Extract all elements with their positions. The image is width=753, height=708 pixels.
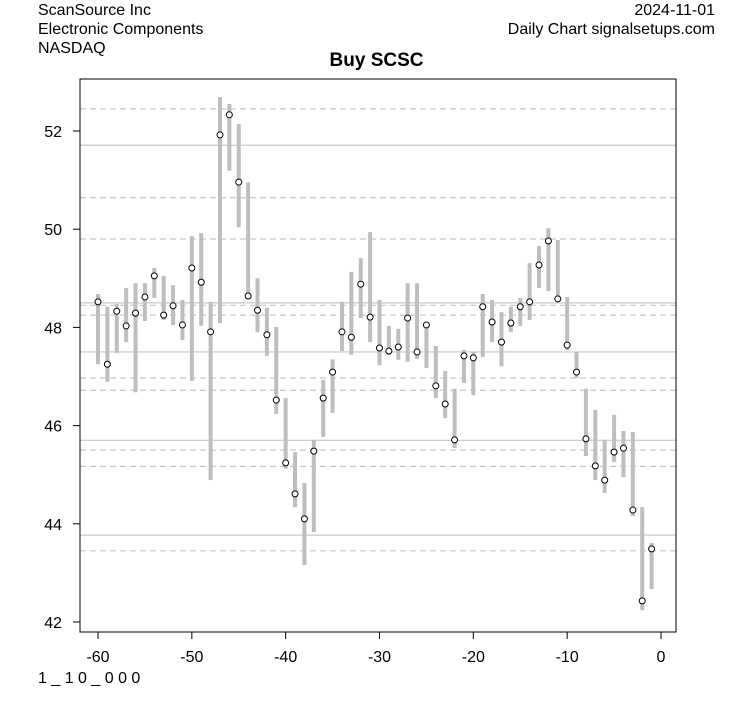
close-point: [479, 303, 487, 311]
close-point: [573, 368, 581, 376]
close-point: [132, 309, 140, 317]
close-point: [629, 506, 637, 514]
company-name: ScanSource Inc: [38, 2, 151, 19]
close-point: [432, 382, 440, 390]
close-point: [619, 444, 627, 452]
close-point: [563, 341, 571, 349]
x-tick-label: -50: [180, 649, 203, 666]
close-point: [272, 396, 280, 404]
close-point: [591, 462, 599, 470]
y-tick-label: 44: [44, 517, 62, 534]
close-point: [122, 322, 130, 330]
close-point: [535, 261, 543, 269]
close-point: [235, 178, 243, 186]
close-point: [254, 306, 262, 314]
plot-frame: [79, 78, 677, 633]
y-tick-label: 42: [44, 615, 62, 632]
close-point: [516, 303, 524, 311]
close-point: [469, 354, 477, 362]
close-point: [178, 321, 186, 329]
close-point: [376, 344, 383, 352]
close-point: [319, 394, 327, 402]
footer-code: 1 _ 1 0 _ 0 0 0: [38, 670, 141, 687]
close-point: [385, 347, 393, 355]
x-tick-label: -30: [368, 649, 391, 666]
x-tick-label: -10: [556, 649, 579, 666]
chart-title: Buy SCSC: [329, 50, 424, 71]
close-point: [282, 459, 290, 467]
close-point: [497, 338, 505, 346]
x-tick-label: -40: [274, 649, 297, 666]
y-tick-label: 50: [44, 222, 62, 239]
close-point: [357, 280, 365, 288]
close-point: [507, 319, 515, 327]
close-point: [197, 278, 205, 286]
close-point: [300, 515, 308, 523]
close-point: [216, 131, 224, 139]
close-point: [451, 436, 459, 444]
close-point: [94, 298, 102, 306]
close-point: [169, 302, 177, 310]
y-tick-label: 46: [44, 419, 62, 436]
exchange: NASDAQ: [38, 40, 106, 57]
close-point: [413, 348, 421, 356]
close-point: [160, 311, 168, 319]
close-point: [188, 264, 196, 272]
x-tick-label: 0: [657, 649, 666, 666]
close-point: [526, 298, 534, 306]
close-point: [338, 328, 346, 336]
close-point: [441, 400, 449, 408]
close-point: [422, 321, 430, 329]
close-point: [488, 318, 496, 326]
close-point: [582, 435, 590, 443]
close-point: [544, 237, 552, 245]
close-point: [460, 352, 468, 360]
close-point: [103, 360, 111, 368]
close-point: [150, 272, 158, 280]
close-point: [366, 313, 374, 321]
close-point: [347, 333, 355, 341]
close-point: [225, 111, 233, 119]
close-point: [244, 292, 252, 300]
close-point: [554, 295, 562, 303]
chart-date: 2024-11-01: [634, 2, 715, 19]
sector: Electronic Components: [38, 21, 204, 38]
close-point: [141, 293, 149, 301]
close-point: [329, 368, 337, 376]
close-point: [291, 490, 299, 498]
close-point: [263, 331, 271, 339]
close-point: [601, 476, 609, 484]
close-point: [638, 597, 646, 605]
close-point: [404, 314, 412, 322]
x-tick-label: -20: [462, 649, 485, 666]
close-point: [113, 307, 121, 315]
close-point: [394, 343, 402, 351]
chart-source: Daily Chart signalsetups.com: [507, 21, 715, 38]
close-point: [648, 545, 656, 553]
y-tick-label: 52: [44, 124, 62, 141]
close-point: [610, 448, 618, 456]
close-point: [310, 447, 318, 455]
y-tick-label: 48: [44, 320, 62, 337]
x-tick-label: -60: [86, 649, 109, 666]
close-point: [207, 328, 215, 336]
